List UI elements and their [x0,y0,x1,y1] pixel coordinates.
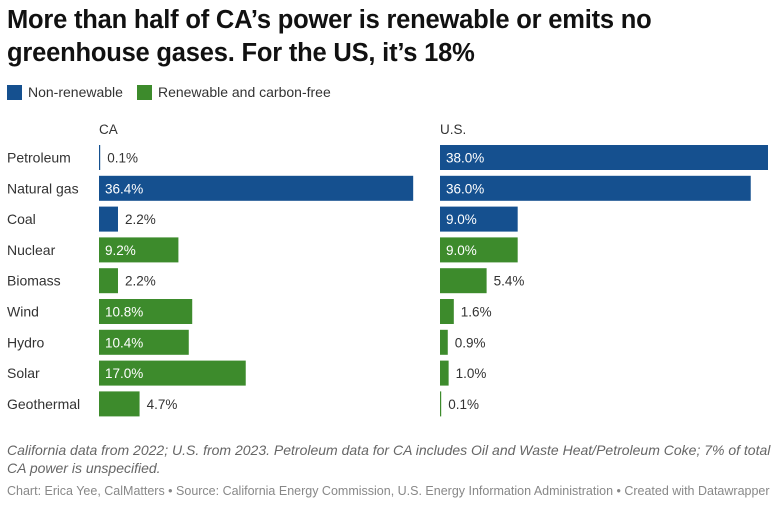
value-label-u-s-wind: 1.6% [461,305,492,320]
value-label-ca-coal: 2.2% [125,212,156,227]
legend-item-non-renewable: Non-renewable [7,84,123,100]
value-label-ca-geothermal: 4.7% [147,397,178,412]
legend-label-renewable: Renewable and carbon-free [157,84,331,100]
bar-u-s-solar [440,360,449,386]
value-label-ca-natural-gas: 36.4% [105,181,143,196]
bar-ca-natural-gas [99,175,414,201]
value-label-u-s-natural-gas: 36.0% [446,181,484,196]
value-label-ca-petroleum: 0.1% [107,151,138,166]
bar-ca-biomass [99,268,118,294]
value-label-u-s-solar: 1.0% [456,366,487,381]
bar-u-s-geothermal [440,391,442,417]
bar-ca-geothermal [99,391,140,417]
legend-swatch-non-renewable [7,84,22,100]
value-label-u-s-geothermal: 0.1% [448,397,479,412]
bar-ca-wind [99,299,193,324]
value-label-ca-wind: 10.8% [105,305,143,320]
category-label-coal: Coal [7,211,36,227]
value-label-ca-biomass: 2.2% [125,274,156,289]
category-label-wind: Wind [7,304,39,320]
chart-credit: Chart: Erica Yee, CalMatters • Source: C… [7,484,770,498]
legend: Non-renewable Renewable and carbon-free [7,84,345,100]
category-label-natural-gas: Natural gas [7,180,79,196]
bar-ca-hydro [99,329,189,355]
bar-u-s-biomass [440,268,487,294]
bar-u-s-hydro [440,329,448,355]
value-label-u-s-coal: 9.0% [446,212,477,227]
value-label-u-s-hydro: 0.9% [455,335,486,350]
category-label-biomass: Biomass [7,273,61,289]
value-label-ca-hydro: 10.4% [105,335,143,350]
bar-u-s-natural-gas [440,175,751,201]
category-label-nuclear: Nuclear [7,242,56,258]
category-label-geothermal: Geothermal [7,396,80,412]
panel-header-ca: CA [99,122,118,137]
bar-ca-petroleum [99,145,101,170]
bar-ca-solar [99,360,246,386]
bar-u-s-coal [440,206,518,232]
legend-label-non-renewable: Non-renewable [28,84,123,100]
chart-notes: California data from 2022; U.S. from 202… [7,442,771,476]
value-label-u-s-petroleum: 38.0% [446,151,484,166]
bar-u-s-petroleum [440,145,768,170]
panel-header-u-s: U.S. [440,122,466,137]
bar-u-s-wind [440,299,454,324]
legend-item-renewable: Renewable and carbon-free [136,84,331,100]
chart-title: More than half of CA’s power is renewabl… [7,6,652,67]
value-label-ca-solar: 17.0% [105,366,143,381]
bar-ca-coal [99,206,118,232]
legend-swatch-renewable [136,84,152,100]
bar-chart: CA U.S. Petroleum 0.1% 38.0% Natural gas 36.4%… [7,122,768,417]
value-label-u-s-nuclear: 9.0% [446,243,477,258]
value-label-ca-nuclear: 9.2% [105,243,136,258]
category-label-hydro: Hydro [7,334,45,350]
category-label-solar: Solar [7,365,40,381]
bar-u-s-nuclear [440,237,518,263]
bar-ca-nuclear [99,237,179,263]
value-label-u-s-biomass: 5.4% [494,274,525,289]
category-label-petroleum: Petroleum [7,150,71,166]
